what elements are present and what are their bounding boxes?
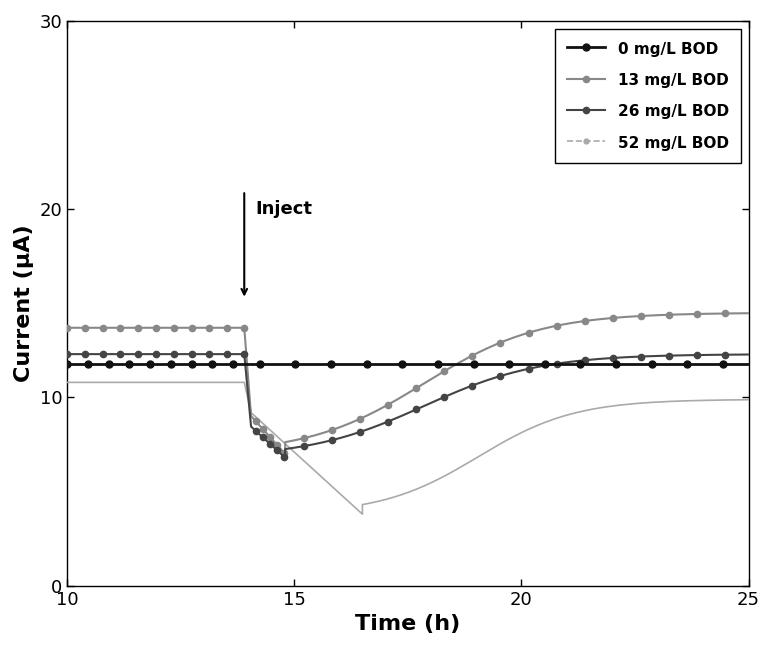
Legend: 0 mg/L BOD, 13 mg/L BOD, 26 mg/L BOD, 52 mg/L BOD: 0 mg/L BOD, 13 mg/L BOD, 26 mg/L BOD, 52… [555,29,741,163]
X-axis label: Time (h): Time (h) [355,614,461,634]
Y-axis label: Current (μA): Current (μA) [14,224,34,382]
Text: Inject: Inject [255,200,313,218]
